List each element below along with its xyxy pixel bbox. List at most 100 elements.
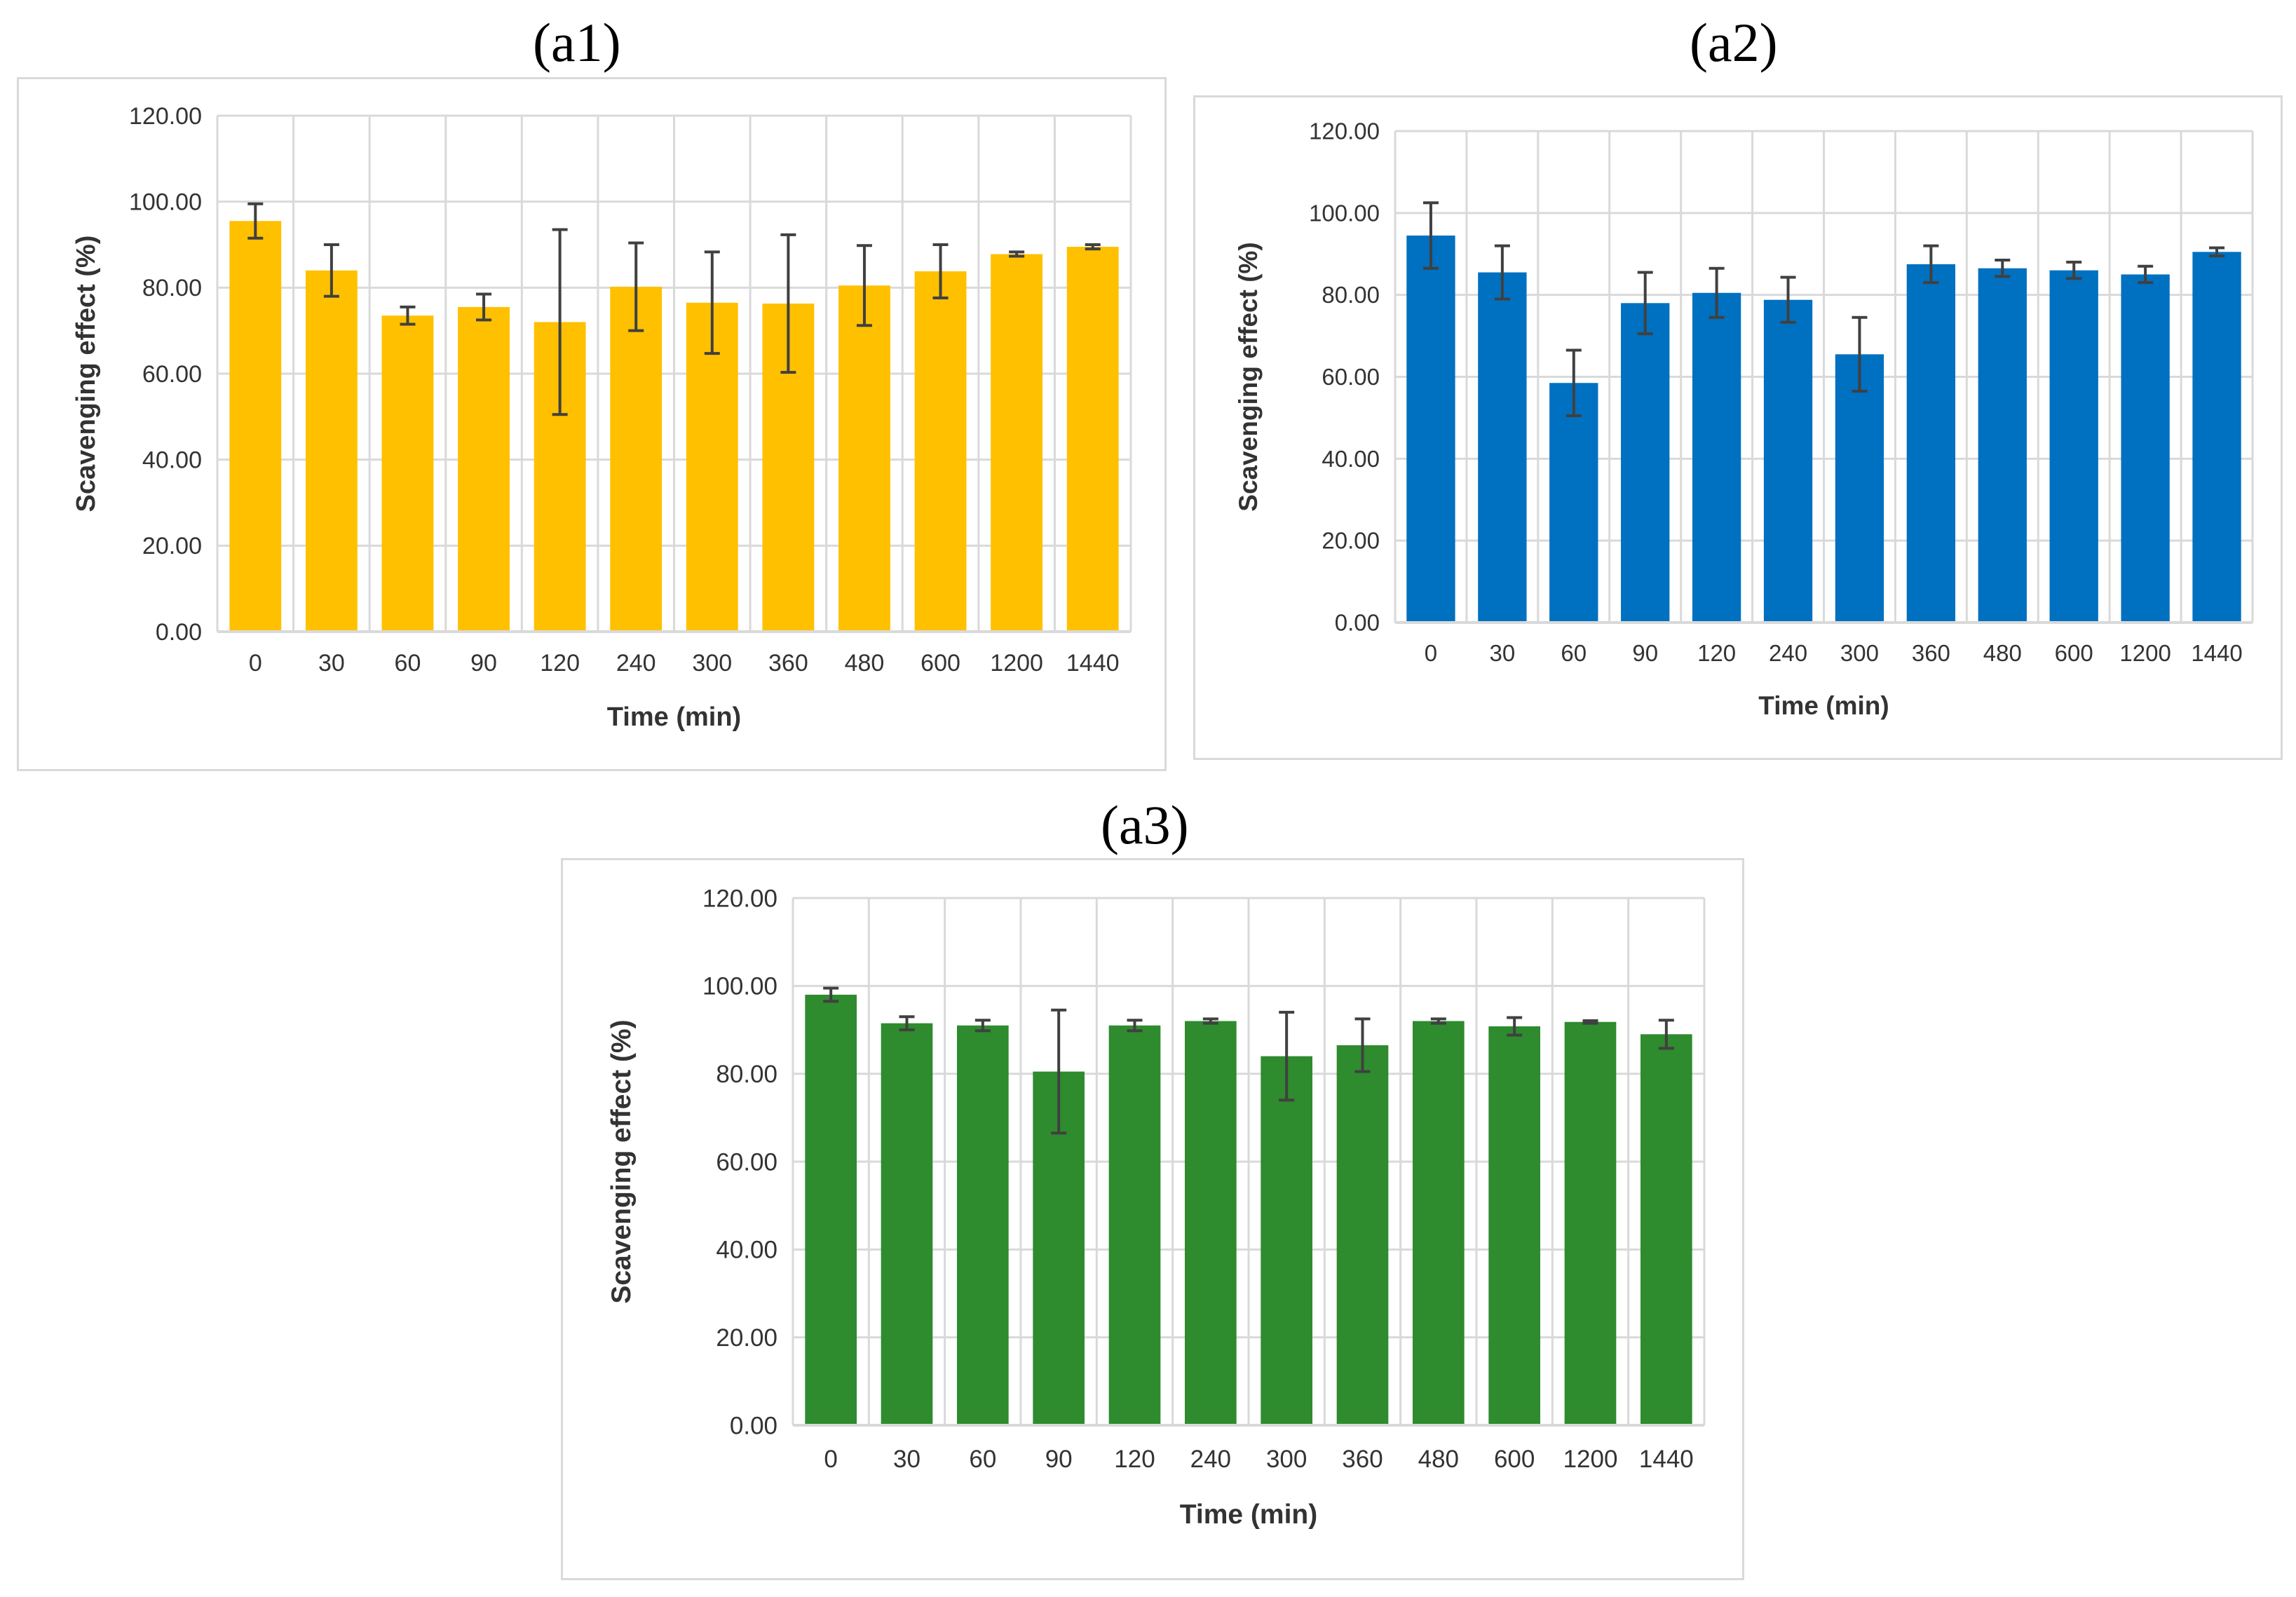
x-tick-label: 0	[1425, 640, 1437, 666]
panel-title-a1: (a1)	[533, 12, 621, 73]
bar-a1-60	[381, 315, 434, 632]
y-axis-title: Scavenging effect (%)	[1234, 242, 1263, 511]
bar-a1-240	[610, 287, 663, 632]
x-axis-title: Time (min)	[1180, 1500, 1317, 1530]
x-tick-label: 0	[824, 1446, 837, 1473]
x-tick-label: 240	[616, 650, 656, 677]
y-tick-label: 60.00	[1322, 364, 1380, 390]
y-tick-label: 0.00	[730, 1412, 777, 1439]
bar-a2-90	[1621, 303, 1670, 623]
bar-a3-360	[1336, 1045, 1389, 1425]
x-tick-label: 1440	[1639, 1446, 1694, 1473]
x-axis-title: Time (min)	[607, 702, 741, 732]
y-tick-label: 100.00	[1309, 200, 1380, 226]
y-tick-label: 40.00	[1322, 446, 1380, 472]
bar-a3-1440	[1641, 1034, 1692, 1425]
chart-a1-svg: 0.00 20.00 40.00 60.00 80.00 100.00 120.00 0 30 6…	[72, 103, 1132, 732]
bar-a3-480	[1413, 1021, 1465, 1425]
y-tick-label: 60.00	[716, 1148, 777, 1176]
x-tick-label: 600	[2055, 640, 2093, 666]
bar-a3-60	[957, 1025, 1009, 1425]
y-tick-label: 120.00	[702, 885, 777, 912]
y-tick-label: 20.00	[1322, 528, 1380, 554]
x-axis-title: Time (min)	[1758, 691, 1889, 720]
chart-a2-svg: 0.00 20.00 40.00 60.00 80.00 100.00 120.00 0 30 6…	[1234, 118, 2254, 720]
x-tick-label: 30	[1490, 640, 1516, 666]
chart-a1: 0.00 20.00 40.00 60.00 80.00 100.00 120.00 0 30 6…	[17, 77, 1167, 771]
x-tick-label: 30	[893, 1446, 921, 1473]
bar-a2-480	[1978, 268, 2027, 623]
x-tick-label: 90	[1632, 640, 1658, 666]
x-tick-label: 1200	[1563, 1446, 1618, 1473]
x-tick-label: 60	[395, 650, 421, 677]
bar-a3-240	[1185, 1021, 1237, 1425]
y-tick-label: 0.00	[156, 619, 202, 646]
bar-a3-120	[1108, 1025, 1161, 1425]
x-tick-label: 480	[845, 650, 885, 677]
bar-a2-360	[1906, 264, 1956, 623]
bar-a2-30	[1478, 272, 1527, 623]
x-tick-label: 480	[1983, 640, 2022, 666]
bar-a1-600	[914, 271, 967, 632]
bar-a1-1440	[1066, 247, 1119, 632]
y-tick-label: 80.00	[142, 275, 202, 301]
chart-a2: 0.00 20.00 40.00 60.00 80.00 100.00 120.00 0 30 6…	[1193, 95, 2283, 760]
y-tick-label: 80.00	[1322, 282, 1380, 308]
y-tick-label: 100.00	[129, 189, 202, 216]
x-tick-label: 120	[540, 650, 580, 677]
bar-a2-1200	[2121, 274, 2170, 623]
x-tick-label: 0	[249, 650, 262, 677]
y-tick-label: 40.00	[142, 447, 202, 474]
bar-a1-480	[838, 285, 890, 632]
bar-a1-0	[229, 221, 282, 632]
panel-title-a2: (a2)	[1690, 12, 1778, 73]
bar-a3-600	[1488, 1026, 1540, 1425]
bar-a2-1440	[2192, 252, 2241, 623]
x-tick-label: 1440	[1066, 650, 1120, 677]
bar-a2-300	[1835, 354, 1884, 623]
bar-a1-30	[305, 270, 358, 632]
x-tick-label: 1440	[2191, 640, 2242, 666]
bar-a1-1200	[991, 254, 1043, 632]
y-tick-label: 20.00	[142, 533, 202, 559]
bar-a3-300	[1261, 1056, 1312, 1425]
panel-title-a3: (a3)	[1101, 794, 1189, 855]
bar-a3-1200	[1564, 1021, 1617, 1425]
y-tick-label: 80.00	[716, 1061, 777, 1088]
bar-a2-600	[2049, 270, 2098, 623]
x-tick-label: 1200	[990, 650, 1043, 677]
y-tick-label: 60.00	[142, 361, 202, 388]
y-tick-label: 120.00	[129, 103, 202, 130]
bar-a1-300	[686, 302, 738, 632]
y-axis-title: Scavenging effect (%)	[72, 236, 101, 512]
chart-a3-svg: 0.00 20.00 40.00 60.00 80.00 100.00 120.00 0 30 6…	[606, 885, 1706, 1530]
x-tick-label: 300	[1840, 640, 1879, 666]
bar-a3-30	[881, 1023, 933, 1425]
x-tick-label: 60	[969, 1446, 996, 1473]
x-tick-label: 300	[1266, 1446, 1307, 1473]
x-tick-label: 360	[1912, 640, 1950, 666]
bar-a3-0	[805, 994, 857, 1425]
bar-a2-60	[1549, 383, 1598, 623]
x-tick-label: 600	[1494, 1446, 1535, 1473]
x-tick-label: 120	[1697, 640, 1736, 666]
chart-a3: 0.00 20.00 40.00 60.00 80.00 100.00 120.00 0 30 6…	[561, 858, 1744, 1580]
x-tick-label: 360	[768, 650, 808, 677]
x-tick-label: 60	[1561, 640, 1587, 666]
bar-a1-90	[458, 306, 510, 632]
x-tick-label: 240	[1190, 1446, 1231, 1473]
x-tick-label: 300	[692, 650, 732, 677]
bar-a2-240	[1763, 299, 1813, 623]
bar-a2-120	[1692, 292, 1741, 623]
x-tick-label: 1200	[2119, 640, 2171, 666]
y-axis-title: Scavenging effect (%)	[606, 1019, 637, 1303]
x-tick-label: 240	[1769, 640, 1807, 666]
x-tick-label: 480	[1418, 1446, 1459, 1473]
y-tick-label: 0.00	[1335, 610, 1380, 636]
bar-a2-0	[1406, 235, 1455, 623]
x-tick-label: 90	[1045, 1446, 1073, 1473]
y-tick-label: 120.00	[1309, 118, 1380, 144]
x-tick-label: 600	[921, 650, 960, 677]
y-tick-label: 100.00	[702, 973, 777, 1000]
x-tick-label: 360	[1342, 1446, 1383, 1473]
